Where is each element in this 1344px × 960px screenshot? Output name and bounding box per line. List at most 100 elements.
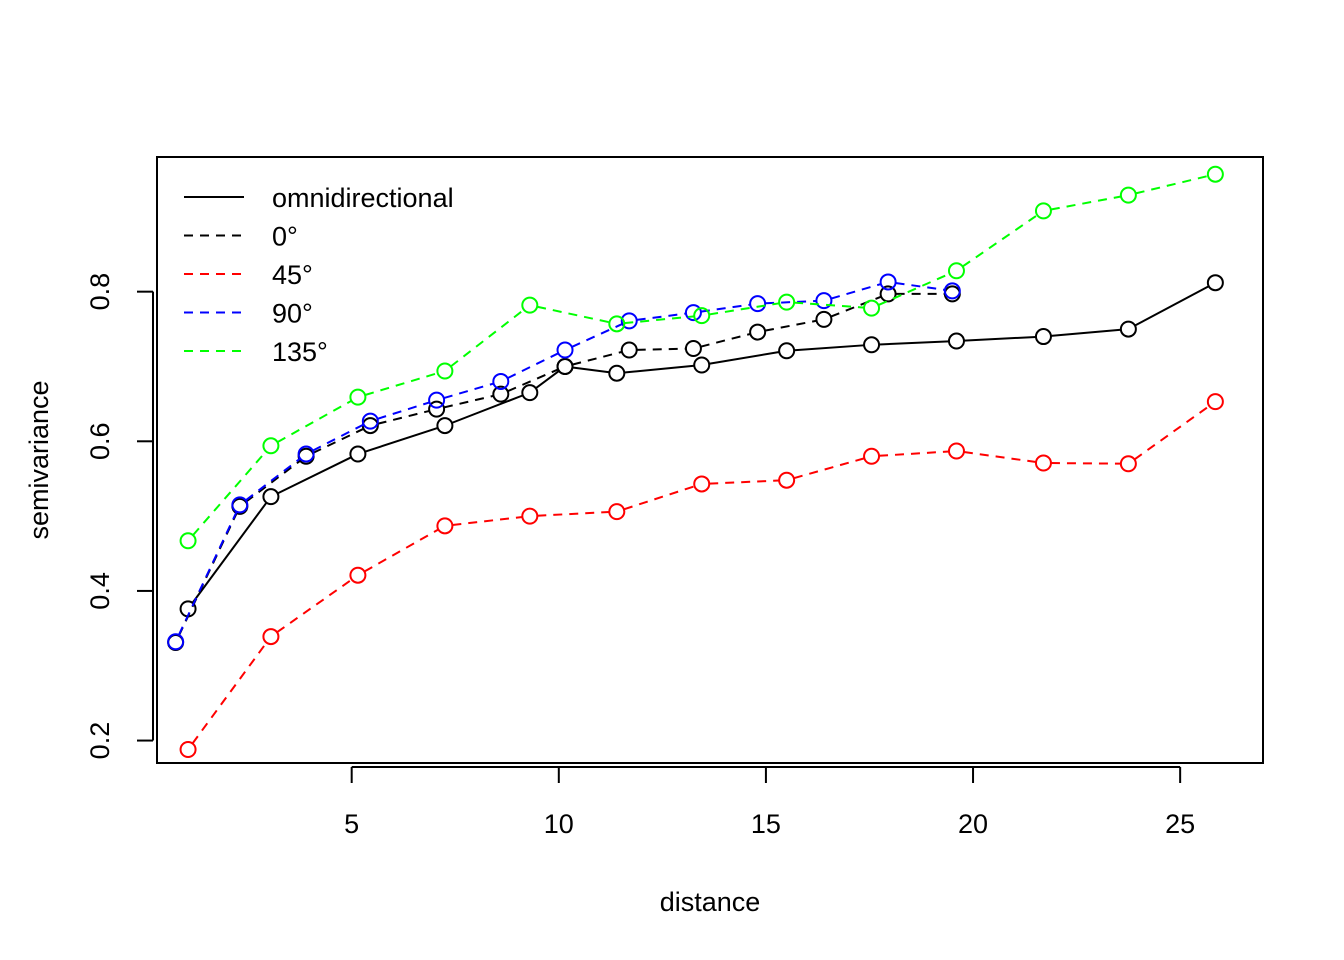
data-point (1034, 328, 1052, 346)
data-point (693, 356, 711, 374)
series-line-segment (794, 301, 865, 309)
series-line-segment (537, 511, 610, 517)
x-tick-label: 25 (1165, 809, 1195, 839)
data-point (620, 341, 638, 359)
plot-frame (156, 156, 1264, 764)
legend: omnidirectional 0° 45° 90° 135° (184, 183, 454, 367)
data-point (521, 507, 539, 525)
legend-label: 135° (272, 337, 328, 367)
legend-label: 0° (272, 222, 298, 252)
series-line-segment (276, 578, 353, 634)
series-line-segment (377, 409, 430, 425)
series-line-segment (636, 347, 686, 351)
x-tick-label: 5 (344, 809, 359, 839)
series-line-segment (177, 511, 238, 636)
series-line-segment (624, 315, 695, 325)
y-tick-label: 0.6 (85, 423, 115, 461)
data-point (1034, 454, 1052, 472)
data-point (863, 336, 881, 354)
series-line-segment (1050, 462, 1121, 465)
legend-label: omnidirectional (272, 183, 454, 213)
series-line-segment (507, 352, 559, 380)
series-line-segment (507, 368, 559, 393)
data-point (521, 384, 539, 402)
data-point (231, 496, 249, 514)
series-line-segment (312, 427, 364, 454)
series-line-segment (443, 394, 494, 409)
data-point (349, 445, 367, 463)
data-point (262, 437, 280, 455)
series-line-segment (1050, 195, 1122, 211)
series-line-segment (624, 364, 695, 374)
data-point (436, 517, 454, 535)
series-layer (167, 165, 1224, 759)
legend-label: 45° (272, 260, 313, 290)
data-point (556, 341, 574, 359)
series-line-segment (363, 528, 439, 573)
series-line-segment (451, 394, 524, 424)
series-line-segment (276, 399, 352, 443)
data-point (778, 342, 796, 360)
legend-label: 90° (272, 299, 313, 329)
data-point (947, 442, 965, 460)
series-line-segment (708, 302, 780, 316)
series-line-segment (1050, 328, 1121, 337)
data-point (863, 447, 881, 465)
series-line-segment (962, 214, 1038, 268)
data-point (1119, 186, 1137, 204)
data-point (1206, 165, 1224, 183)
series-line-segment (623, 485, 695, 511)
y-tick-label: 0.8 (85, 273, 115, 311)
data-point (815, 292, 833, 310)
series-line-segment (764, 319, 817, 332)
series-line-segment (450, 308, 525, 368)
data-point (879, 285, 897, 303)
series-line-segment (1133, 405, 1210, 461)
data-point (1034, 202, 1052, 220)
series-line-segment (830, 283, 882, 300)
series-line-segment (895, 281, 946, 291)
data-point (620, 312, 638, 330)
data-point (1206, 393, 1224, 411)
data-point (556, 357, 574, 375)
series-line-segment (191, 642, 268, 745)
series-line-segment (700, 303, 751, 313)
x-axis: 5 10 15 20 25 (344, 766, 1195, 839)
series-line-segment (377, 401, 430, 420)
x-tick-label: 10 (544, 809, 574, 839)
data-point (608, 315, 626, 333)
series-line-segment (794, 344, 865, 352)
series-line-segment (1134, 285, 1210, 327)
data-point (492, 372, 510, 390)
data-point (608, 503, 626, 521)
data-point (749, 295, 767, 313)
data-point (428, 391, 446, 409)
data-point (428, 400, 446, 418)
series-line-segment (536, 305, 610, 324)
data-point (863, 299, 881, 317)
data-point (684, 340, 702, 358)
series-line-segment (830, 295, 882, 318)
series-line-segment (277, 456, 352, 495)
series-line-segment (443, 382, 494, 400)
series-line-segment (452, 515, 523, 526)
data-point (262, 488, 280, 506)
data-point (778, 293, 796, 311)
series-line-segment (963, 335, 1037, 342)
series-group (179, 393, 1224, 759)
y-tick-label: 0.2 (85, 722, 115, 760)
data-point (778, 471, 796, 489)
data-point (608, 364, 626, 382)
series-line-segment (878, 450, 950, 457)
data-point (943, 282, 961, 300)
data-point (1206, 274, 1224, 292)
series-group (179, 274, 1224, 618)
series-line-segment (572, 366, 610, 374)
data-point (1119, 320, 1137, 338)
series-line-segment (878, 272, 951, 307)
series-group (179, 165, 1224, 550)
series-line-segment (535, 370, 560, 389)
data-point (361, 412, 379, 430)
series-line-segment (364, 426, 439, 453)
